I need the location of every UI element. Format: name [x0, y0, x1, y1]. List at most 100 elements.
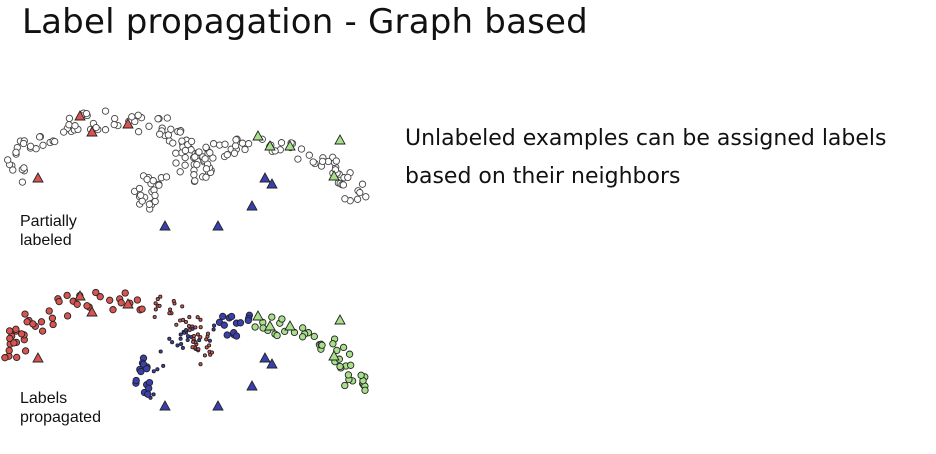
- data-point: [63, 291, 71, 300]
- data-point: [211, 327, 216, 332]
- data-point: [318, 157, 327, 166]
- data-point: [344, 173, 352, 182]
- data-point: [278, 315, 286, 323]
- data-point: [176, 128, 184, 136]
- data-point: [109, 306, 117, 314]
- data-point: [195, 148, 203, 156]
- data-point: [145, 384, 153, 392]
- data-point: [1, 354, 9, 362]
- data-point: [153, 307, 158, 312]
- data-point: [106, 296, 114, 304]
- data-point: [4, 156, 12, 164]
- data-point: [294, 155, 302, 163]
- data-point: [209, 154, 217, 162]
- data-point: [157, 303, 162, 308]
- labeled-point-triangle: [122, 298, 134, 309]
- data-point: [128, 113, 136, 121]
- data-point: [309, 158, 317, 166]
- data-point: [10, 339, 18, 347]
- data-point: [196, 347, 201, 352]
- data-point: [19, 139, 28, 148]
- labeled-point-triangle: [246, 380, 258, 391]
- data-point: [251, 323, 259, 331]
- data-point: [134, 128, 143, 136]
- data-point: [96, 293, 104, 301]
- data-point: [178, 137, 186, 145]
- labeled-point-triangle: [246, 200, 258, 211]
- data-point: [357, 371, 365, 379]
- data-point: [9, 166, 17, 174]
- data-point: [191, 333, 196, 339]
- data-point: [244, 316, 252, 325]
- data-point: [195, 332, 200, 337]
- data-point: [195, 315, 200, 320]
- data-point: [202, 143, 210, 151]
- data-point: [198, 325, 203, 330]
- data-point: [137, 191, 145, 199]
- data-point: [297, 145, 306, 153]
- data-point: [185, 334, 191, 339]
- data-point: [29, 320, 37, 328]
- data-point: [181, 153, 189, 162]
- labeled-point-triangle: [266, 358, 278, 369]
- data-point: [135, 184, 144, 193]
- data-point: [209, 350, 215, 355]
- data-point: [17, 330, 26, 338]
- data-point: [231, 142, 240, 150]
- data-point: [48, 314, 57, 322]
- data-point: [205, 331, 211, 336]
- data-point: [144, 390, 152, 398]
- data-point: [232, 332, 241, 340]
- partially-labeled-plot: [4, 107, 370, 231]
- data-point: [191, 339, 196, 344]
- data-point: [155, 297, 160, 302]
- data-point: [63, 312, 72, 320]
- data-point: [174, 322, 179, 327]
- data-point: [65, 114, 74, 123]
- data-point: [35, 133, 44, 141]
- data-point: [111, 114, 119, 123]
- data-point: [83, 302, 91, 310]
- labeled-point-triangle: [32, 172, 44, 183]
- data-point: [310, 332, 318, 341]
- data-point: [236, 319, 245, 327]
- labeled-point-triangle: [264, 140, 276, 151]
- data-point: [178, 332, 183, 337]
- labeled-point-triangle: [264, 320, 276, 331]
- data-point: [238, 139, 247, 147]
- data-point: [353, 195, 362, 203]
- data-point: [172, 149, 180, 157]
- data-point: [227, 312, 236, 321]
- data-point: [65, 121, 73, 129]
- data-point: [45, 307, 53, 315]
- data-point: [39, 141, 47, 149]
- data-point: [37, 318, 46, 326]
- data-point: [5, 327, 14, 335]
- data-point: [151, 369, 156, 374]
- data-point: [167, 336, 172, 341]
- data-point: [38, 327, 47, 335]
- labeled-point-triangle: [86, 126, 98, 137]
- data-point: [193, 160, 201, 169]
- data-point: [187, 137, 196, 146]
- data-point: [178, 318, 183, 323]
- data-point: [198, 335, 203, 340]
- data-point: [277, 139, 286, 147]
- labeled-point-triangle: [86, 306, 98, 317]
- data-point: [207, 338, 212, 343]
- labeled-point-triangle: [334, 134, 346, 145]
- data-point: [155, 367, 160, 372]
- data-point: [191, 177, 199, 185]
- labeled-point-triangle: [328, 350, 340, 361]
- data-point: [329, 340, 337, 348]
- data-point: [101, 126, 110, 134]
- data-point: [219, 312, 227, 321]
- data-point: [82, 109, 91, 118]
- data-point: [12, 325, 20, 333]
- data-point: [156, 130, 164, 138]
- labeled-point-triangle: [259, 172, 271, 183]
- description-text: Unlabeled examples can be assigned label…: [405, 126, 887, 189]
- data-point: [220, 321, 228, 329]
- labeled-point-triangle: [212, 220, 224, 231]
- data-point: [298, 333, 307, 341]
